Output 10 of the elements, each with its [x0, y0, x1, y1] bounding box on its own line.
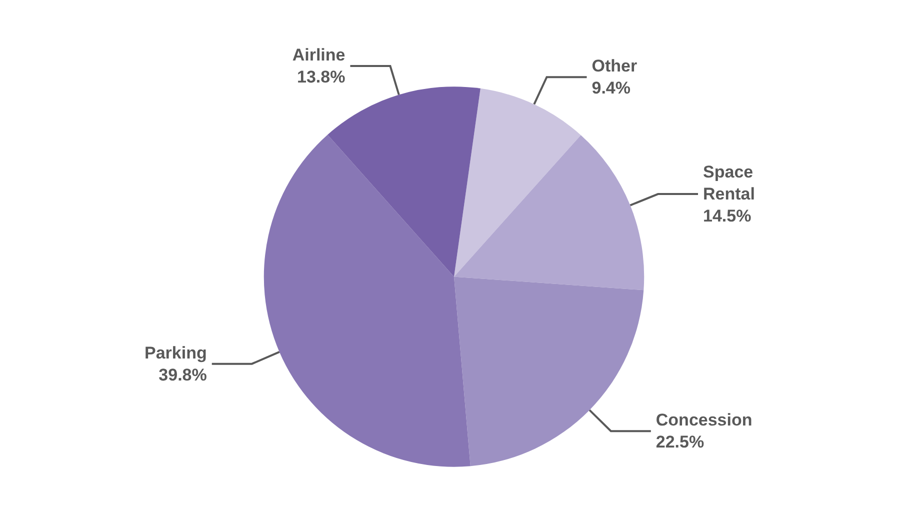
- data-label: 39.8%: [158, 365, 207, 384]
- slice-label: Concession: [656, 410, 752, 430]
- slice-label: Airline: [292, 46, 346, 65]
- data-label: 14.5%: [703, 206, 752, 226]
- slice-label: Other: [592, 56, 638, 76]
- data-label: 22.5%: [656, 432, 704, 452]
- slice-label: Space Rental: [703, 162, 755, 204]
- slice-label: Parking: [144, 343, 207, 362]
- data-label: 13.8%: [297, 68, 346, 87]
- data-label: 9.4%: [592, 78, 630, 98]
